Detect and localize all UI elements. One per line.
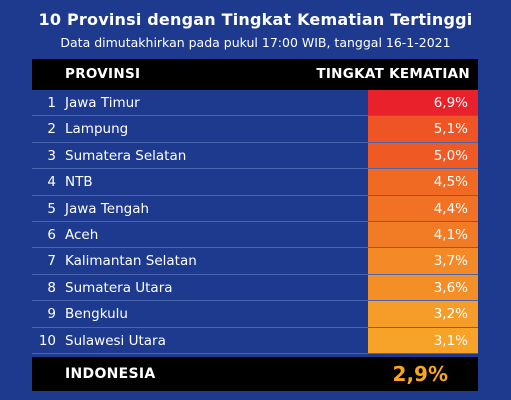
death-rate-cell: 5,1% (368, 116, 478, 142)
table-row: 5 Jawa Tengah 4,4% (32, 195, 478, 222)
update-note: Data dimutakhirkan pada pukul 17:00 WIB,… (60, 35, 451, 50)
death-rate-value: 4,5% (433, 174, 468, 191)
death-rate-cell: 3,1% (368, 327, 478, 353)
table-row: 7 Kalimantan Selatan 3,7% (32, 248, 478, 275)
province-name: Jawa Timur (65, 95, 140, 111)
death-rate-value: 4,1% (433, 226, 468, 243)
province-name: Sumatera Selatan (65, 147, 187, 164)
table-row: 2 Lampung 5,1% (32, 116, 478, 143)
province-name: Lampung (65, 121, 129, 138)
death-rate-value: 5,1% (433, 121, 468, 138)
death-rate-cell: 3,2% (368, 301, 478, 327)
death-rate-cell: 4,5% (368, 169, 478, 195)
header-province: PROVINSI (65, 66, 141, 82)
province-name: NTB (65, 174, 93, 191)
table-row: 6 Aceh 4,1% (32, 221, 478, 249)
rank-number: 6 (47, 226, 56, 243)
death-rate-cell: 4,4% (368, 195, 478, 221)
death-rate-cell: 6,9% (368, 90, 478, 116)
table-body: 1 Jawa Timur 6,9% 2 Lampung 5,1% 3 Sumatera Sel… (32, 90, 478, 354)
death-rate-cell: 4,1% (368, 221, 478, 248)
province-name: Aceh (65, 226, 99, 243)
province-name: Sumatera Utara (65, 279, 173, 296)
death-rate-value: 4,4% (433, 200, 468, 217)
rank-number: 7 (47, 253, 56, 270)
rank-number: 3 (47, 147, 56, 164)
death-rate-value: 3,2% (433, 306, 468, 323)
page-title: 10 Provinsi dengan Tingkat Kematian Tert… (38, 10, 473, 29)
national-value: 2,9% (392, 362, 448, 386)
province-name: Bengkulu (65, 306, 128, 323)
rank-number: 1 (47, 95, 56, 111)
national-label: INDONESIA (65, 366, 156, 382)
table-row: 10 Sulawesi Utara 3,1% (32, 327, 478, 354)
table-row: 1 Jawa Timur 6,9% (32, 90, 478, 117)
province-name: Jawa Tengah (65, 200, 150, 217)
province-name: Kalimantan Selatan (65, 253, 197, 270)
rank-number: 9 (47, 306, 56, 323)
death-rate-value: 3,1% (433, 332, 468, 349)
rank-number: 10 (38, 332, 56, 349)
rank-number: 8 (47, 279, 56, 296)
table-row: 9 Bengkulu 3,2% (32, 301, 478, 328)
header-death-rate: TINGKAT KEMATIAN (316, 66, 470, 82)
table-row: 3 Sumatera Selatan 5,0% (32, 142, 478, 170)
table-footer: INDONESIA 2,9% (32, 357, 478, 391)
province-name: Sulawesi Utara (65, 332, 166, 349)
death-rate-value: 6,9% (433, 95, 468, 111)
rank-number: 4 (47, 174, 56, 191)
table-row: 4 NTB 4,5% (32, 169, 478, 196)
death-rate-value: 3,7% (433, 253, 468, 270)
rank-number: 5 (47, 200, 56, 217)
rank-number: 2 (47, 121, 56, 138)
death-rate-value: 3,6% (433, 279, 468, 296)
death-rate-cell: 3,6% (368, 274, 478, 301)
table-header: PROVINSI TINGKAT KEMATIAN (32, 59, 478, 90)
death-rate-cell: 3,7% (368, 248, 478, 274)
table-row: 8 Sumatera Utara 3,6% (32, 274, 478, 302)
death-rate-value: 5,0% (433, 147, 468, 164)
death-rate-cell: 5,0% (368, 142, 478, 169)
